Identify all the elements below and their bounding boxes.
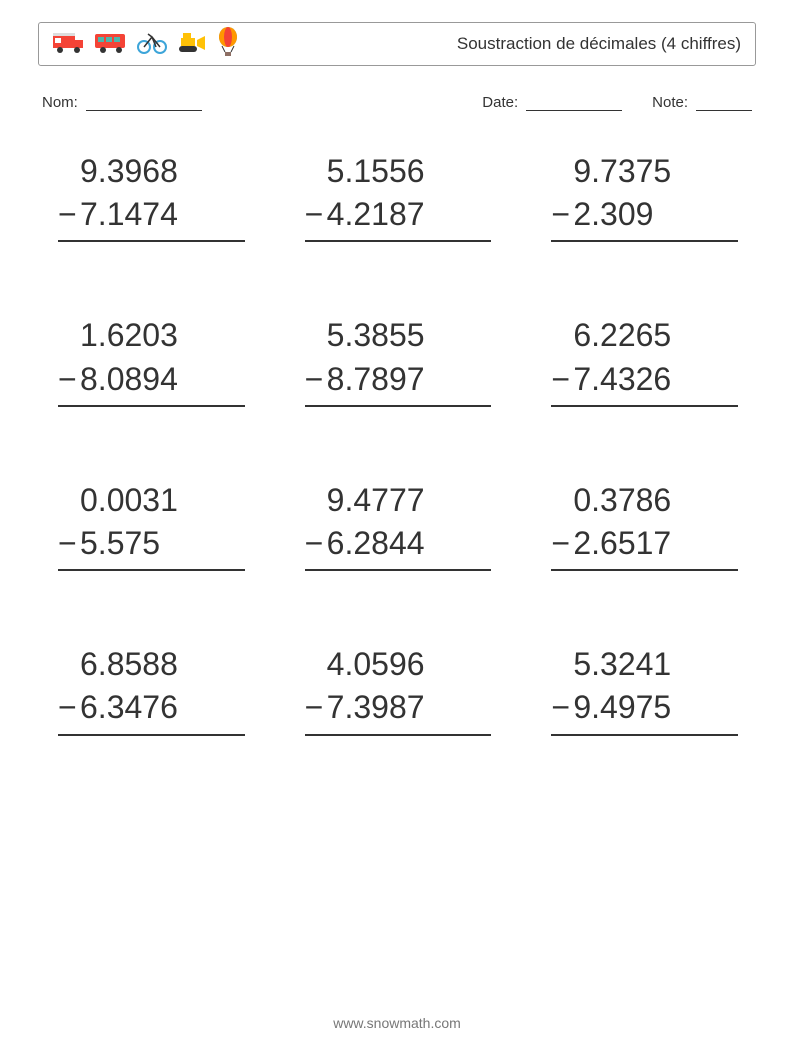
name-blank[interactable] xyxy=(86,94,202,111)
info-line: Nom: Date: Note: xyxy=(42,94,752,111)
header-icons xyxy=(53,27,239,62)
problem-7: 0.0031−5.575 xyxy=(58,479,245,571)
problem-8: 9.4777−6.2844 xyxy=(305,479,492,571)
subtrahend: −4.2187 xyxy=(305,193,492,242)
minuend: 4.0596 xyxy=(305,643,492,686)
subtrahend: −8.0894 xyxy=(58,358,245,407)
minuend: 1.6203 xyxy=(58,314,245,357)
subtrahend: −7.3987 xyxy=(305,686,492,735)
bus-icon xyxy=(95,30,127,59)
name-field: Nom: xyxy=(42,94,202,111)
subtrahend: −6.3476 xyxy=(58,686,245,735)
subtrahend: −2.309 xyxy=(551,193,738,242)
subtrahend: −5.575 xyxy=(58,522,245,571)
subtrahend: −7.4326 xyxy=(551,358,738,407)
problem-10: 6.8588−6.3476 xyxy=(58,643,245,735)
bicycle-icon xyxy=(137,30,167,59)
worksheet-title: Soustraction de décimales (4 chiffres) xyxy=(457,34,741,54)
problem-5: 5.3855−8.7897 xyxy=(305,314,492,406)
problem-2: 5.1556−4.2187 xyxy=(305,150,492,242)
problem-1: 9.3968−7.1474 xyxy=(58,150,245,242)
minuend: 5.3855 xyxy=(305,314,492,357)
minuend: 0.3786 xyxy=(551,479,738,522)
subtrahend: −8.7897 xyxy=(305,358,492,407)
header-box: Soustraction de décimales (4 chiffres) xyxy=(38,22,756,66)
subtrahend: −7.1474 xyxy=(58,193,245,242)
minuend: 9.3968 xyxy=(58,150,245,193)
problem-4: 1.6203−8.0894 xyxy=(58,314,245,406)
minuend: 5.1556 xyxy=(305,150,492,193)
note-blank[interactable] xyxy=(696,94,752,111)
hot-air-balloon-icon xyxy=(217,27,239,62)
minuend: 6.2265 xyxy=(551,314,738,357)
fire-truck-icon xyxy=(53,30,85,59)
problem-11: 4.0596−7.3987 xyxy=(305,643,492,735)
problem-6: 6.2265−7.4326 xyxy=(551,314,738,406)
subtrahend: −2.6517 xyxy=(551,522,738,571)
worksheet-page: Soustraction de décimales (4 chiffres) N… xyxy=(0,0,794,1053)
minuend: 5.3241 xyxy=(551,643,738,686)
problem-grid: 9.3968−7.1474 5.1556−4.2187 9.7375−2.309 1.… xyxy=(58,150,738,736)
subtrahend: −6.2844 xyxy=(305,522,492,571)
date-label: Date: xyxy=(482,94,518,111)
subtrahend: −9.4975 xyxy=(551,686,738,735)
problem-9: 0.3786−2.6517 xyxy=(551,479,738,571)
problem-3: 9.7375−2.309 xyxy=(551,150,738,242)
minuend: 9.4777 xyxy=(305,479,492,522)
minuend: 0.0031 xyxy=(58,479,245,522)
note-label: Note: xyxy=(652,94,688,111)
minuend: 6.8588 xyxy=(58,643,245,686)
minuend: 9.7375 xyxy=(551,150,738,193)
problem-12: 5.3241−9.4975 xyxy=(551,643,738,735)
bulldozer-icon xyxy=(177,30,207,59)
name-label: Nom: xyxy=(42,94,78,111)
footer-text: www.snowmath.com xyxy=(0,1015,794,1031)
date-blank[interactable] xyxy=(526,94,622,111)
spacer xyxy=(628,94,646,111)
